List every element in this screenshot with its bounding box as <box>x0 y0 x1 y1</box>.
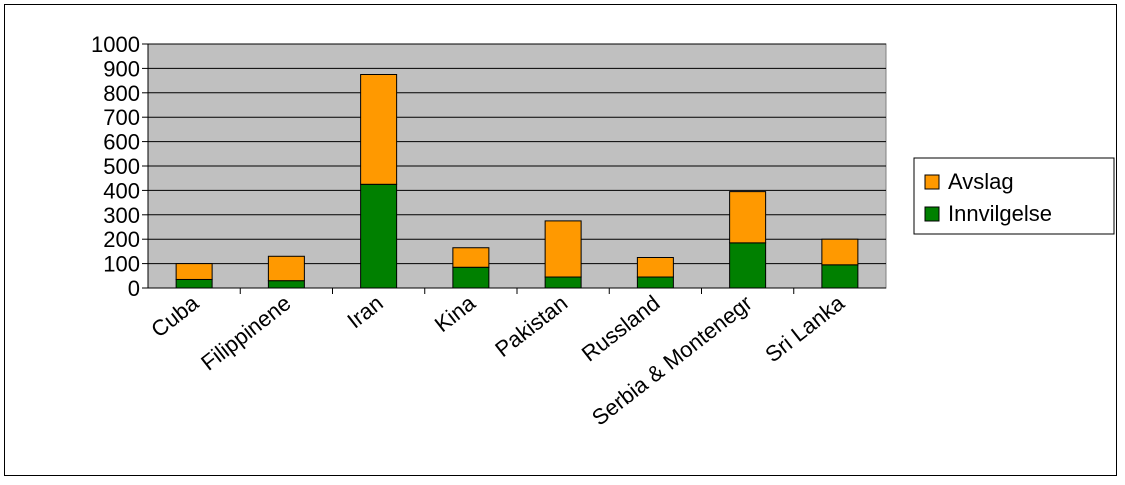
x-tick-label: Sri Lanka <box>760 290 849 367</box>
legend: Avslag Innvilgelse <box>913 157 1115 235</box>
bar-avslag-sri-lanka <box>821 238 859 266</box>
x-tick-label: Kina <box>430 290 481 337</box>
y-tick-label: 200 <box>103 227 140 252</box>
bar-innvilgelse-filippinene <box>267 280 305 289</box>
y-tick-label: 600 <box>103 130 140 155</box>
bar-innvilgelse-russland <box>636 276 674 289</box>
plot-area <box>147 43 887 289</box>
bar-innvilgelse-iran <box>360 183 398 289</box>
bar-avslag-filippinene <box>267 255 305 282</box>
bar-avslag-pakistan <box>544 220 582 278</box>
bar-innvilgelse-sri-lanka <box>821 264 859 289</box>
x-tick-label: Filippinene <box>196 290 295 375</box>
bar-innvilgelse-cuba <box>175 278 213 289</box>
legend-swatch <box>924 174 940 190</box>
bar-avslag-cuba <box>175 263 213 280</box>
x-tick-label: Russland <box>577 290 665 366</box>
x-tick-label: Cuba <box>146 290 203 343</box>
y-tick-label: 0 <box>128 276 140 301</box>
y-tick-label: 400 <box>103 178 140 203</box>
y-tick-label: 700 <box>103 105 140 130</box>
legend-box <box>913 157 1115 235</box>
y-tick-label: 800 <box>103 81 140 106</box>
y-tick-label: 500 <box>103 154 140 179</box>
x-tick-label: Iran <box>342 290 387 333</box>
bar-avslag-kina <box>452 247 490 268</box>
bar-avslag-iran <box>360 74 398 185</box>
bar-innvilgelse-serbia-montenegr <box>729 242 767 289</box>
legend-label: Innvilgelse <box>948 201 1052 226</box>
y-tick-label: 900 <box>103 56 140 81</box>
x-tick-label: Serbia & Montenegr <box>587 290 757 430</box>
x-tick-label: Pakistan <box>490 290 572 362</box>
bar-innvilgelse-pakistan <box>544 276 582 289</box>
y-tick-label: 1000 <box>91 32 140 57</box>
y-tick-label: 300 <box>103 203 140 228</box>
legend-label: Avslag <box>948 169 1014 194</box>
y-tick-label: 100 <box>103 252 140 277</box>
legend-swatch <box>924 206 940 222</box>
bar-avslag-russland <box>636 257 674 278</box>
bar-avslag-serbia-montenegr <box>729 191 767 244</box>
bars <box>175 74 859 289</box>
bar-innvilgelse-kina <box>452 266 490 289</box>
